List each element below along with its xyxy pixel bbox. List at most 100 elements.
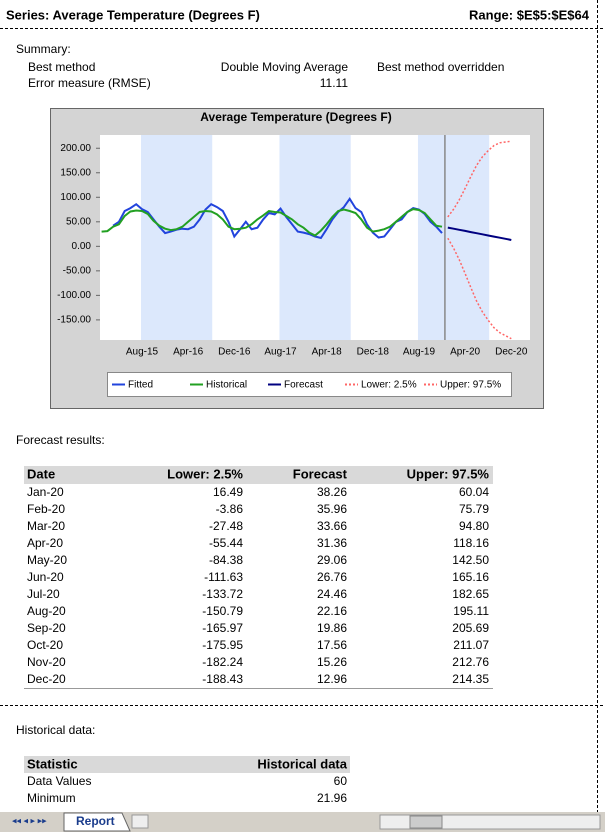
- y-tick-label: 150.00: [60, 167, 91, 178]
- summary-value: Double Moving Average: [221, 60, 349, 74]
- column-header: Forecast: [293, 466, 348, 481]
- table-cell: 94.80: [459, 519, 489, 533]
- x-tick-label: Apr-18: [312, 347, 342, 358]
- table-cell: Feb-20: [27, 502, 65, 516]
- table-cell: 17.56: [317, 638, 347, 652]
- table-cell: 26.76: [317, 570, 347, 584]
- table-cell: 15.26: [317, 655, 347, 669]
- column-header: Lower: 2.5%: [167, 466, 243, 481]
- y-tick-label: -50.00: [63, 265, 92, 276]
- table-cell: 214.35: [452, 672, 489, 686]
- table-cell: Oct-20: [27, 638, 63, 652]
- table-cell: -188.43: [202, 672, 243, 686]
- legend-label: Upper: 97.5%: [440, 380, 501, 391]
- series-title: Series: Average Temperature (Degrees F): [6, 7, 260, 22]
- shade-band: [417, 135, 490, 340]
- table-cell: May-20: [27, 553, 67, 567]
- sheet-tabs-bar: ◂◂ ◂ ▸ ▸▸ Report: [0, 812, 605, 832]
- table-cell: 182.65: [452, 587, 489, 601]
- scroll-thumb[interactable]: [409, 815, 443, 829]
- table-cell: Mar-20: [27, 519, 65, 533]
- section-title: Forecast results:: [16, 433, 105, 447]
- table-cell: Minimum: [27, 791, 76, 805]
- table-cell: 118.16: [453, 536, 489, 550]
- range: Range: $E$5:$E$64: [469, 7, 590, 22]
- y-tick-label: 100.00: [60, 192, 91, 203]
- table-cell: 33.66: [317, 519, 347, 533]
- x-tick-label: Dec-16: [218, 347, 251, 358]
- table-cell: 212.76: [452, 655, 489, 669]
- y-tick-label: 200.00: [60, 143, 91, 154]
- sheet-tab-label[interactable]: Report: [76, 814, 115, 828]
- table-cell: -55.44: [209, 536, 243, 550]
- summary-note: Best method overridden: [377, 60, 504, 74]
- column-header: Upper: 97.5%: [407, 466, 490, 481]
- column-header: Statistic: [27, 756, 78, 771]
- table-cell: -84.38: [209, 553, 243, 567]
- table-cell: Dec-20: [27, 672, 66, 686]
- table-header: [24, 756, 350, 773]
- legend-label: Lower: 2.5%: [361, 380, 417, 391]
- y-tick-label: -100.00: [57, 290, 91, 301]
- summary-title: Summary:: [16, 42, 71, 56]
- legend-label: Historical: [206, 380, 247, 391]
- x-tick-label: Dec-18: [357, 347, 390, 358]
- series-line: [447, 226, 512, 241]
- table-cell: -133.72: [202, 587, 243, 601]
- table-cell: -165.97: [202, 621, 243, 635]
- table-cell: 38.26: [317, 485, 347, 499]
- table-cell: 165.16: [452, 570, 489, 584]
- x-tick-label: Aug-17: [264, 347, 297, 358]
- table-cell: 211.07: [453, 638, 489, 652]
- table-cell: -3.86: [216, 502, 244, 516]
- table-header: [24, 466, 493, 484]
- table-cell: 75.79: [459, 502, 489, 516]
- summary-label: Error measure (RMSE): [28, 76, 151, 90]
- table-cell: -27.48: [209, 519, 243, 533]
- chart: 200.00 150.00 100.00 50.00 0.00 -50.00 -100.00…: [57, 135, 528, 358]
- x-tick-label: Aug-15: [126, 347, 159, 358]
- summary-value: 11.11: [320, 76, 349, 90]
- table-cell: Apr-20: [27, 536, 63, 550]
- table-cell: -150.79: [202, 604, 243, 618]
- table-cell: Jun-20: [27, 570, 64, 584]
- table-cell: -111.63: [204, 570, 243, 584]
- section-title: Historical data:: [16, 723, 95, 737]
- table-cell: 24.46: [317, 587, 347, 601]
- table-cell: 35.96: [317, 502, 347, 516]
- chart-title: Average Temperature (Degrees F): [200, 110, 391, 124]
- table-cell: 16.49: [213, 485, 243, 499]
- series-line: [447, 237, 512, 340]
- summary-label: Best method: [28, 60, 95, 74]
- table-cell: Aug-20: [27, 604, 66, 618]
- table-cell: 12.96: [317, 672, 347, 686]
- table-cell: -182.24: [202, 655, 243, 669]
- nav-arrows[interactable]: ◂◂ ◂ ▸ ▸▸: [12, 815, 47, 825]
- legend-label: Fitted: [128, 380, 153, 391]
- table-cell: -175.95: [202, 638, 243, 652]
- table-cell: 205.69: [452, 621, 489, 635]
- new-sheet[interactable]: [131, 814, 149, 829]
- table-cell: 60: [334, 774, 348, 788]
- table-cell: 142.50: [452, 553, 489, 567]
- column-header: Date: [27, 466, 55, 481]
- column-header: Historical data: [257, 756, 347, 771]
- table-cell: 195.11: [453, 604, 489, 618]
- table-cell: Nov-20: [27, 655, 66, 669]
- legend-label: Forecast: [284, 380, 323, 391]
- table-cell: 21.96: [317, 791, 347, 805]
- y-tick-label: 0.00: [72, 241, 92, 252]
- series-line: [101, 208, 443, 237]
- table-cell: 31.36: [317, 536, 347, 550]
- x-tick-label: Apr-20: [450, 347, 480, 358]
- sheet-tab[interactable]: [63, 812, 131, 832]
- x-tick-label: Apr-16: [173, 347, 203, 358]
- table-cell: 19.86: [317, 621, 347, 635]
- table-cell: 22.16: [317, 604, 347, 618]
- table-cell: 60.04: [459, 485, 489, 499]
- y-tick-label: -150.00: [57, 315, 91, 326]
- table-cell: Data Values: [27, 774, 91, 788]
- y-tick-label: 50.00: [66, 216, 91, 227]
- legend: [107, 372, 512, 397]
